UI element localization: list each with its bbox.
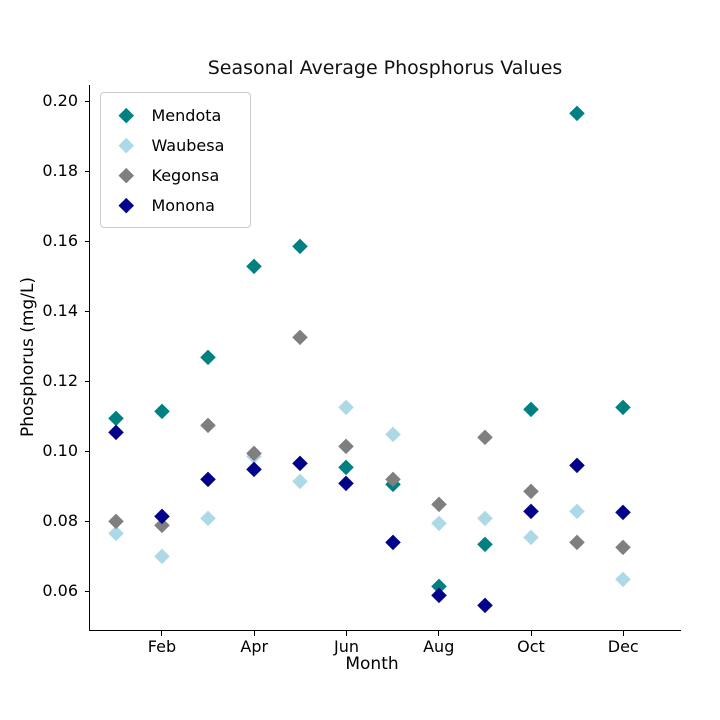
x-tick-mark (345, 631, 347, 636)
data-point-waubesa (431, 515, 447, 531)
y-tick-label: 0.14 (42, 301, 78, 321)
data-point-monona (339, 475, 354, 491)
data-point-monona (431, 587, 447, 603)
data-point-monona (108, 424, 124, 440)
x-tick-label: Apr (240, 637, 269, 656)
chart-title: Seasonal Average Phosphorus Values (207, 57, 563, 79)
data-point-monona (569, 457, 585, 473)
data-point-mendota (292, 238, 308, 254)
y-tick-label: 0.20 (42, 91, 78, 111)
y-tick-mark (85, 310, 90, 312)
data-point-kegonsa (569, 534, 585, 550)
data-point-mendota (108, 410, 124, 426)
y-tick-label: 0.10 (42, 441, 78, 461)
x-axis-title: Month (345, 654, 399, 674)
data-point-mendota (339, 459, 354, 475)
data-point-monona (615, 504, 631, 520)
x-tick-label: Oct (517, 637, 545, 656)
x-tick-mark (622, 631, 624, 636)
data-point-waubesa (339, 399, 354, 415)
waubesa-legend-marker-icon (118, 137, 134, 153)
y-axis-line (89, 85, 90, 631)
data-point-mendota (569, 105, 585, 121)
y-tick-label: 0.12 (42, 371, 78, 391)
legend-item-monona: Monona (111, 190, 224, 220)
data-point-kegonsa (108, 513, 124, 529)
y-tick-label: 0.08 (42, 511, 78, 531)
monona-legend-marker-icon (118, 197, 134, 213)
data-point-mendota (523, 401, 539, 417)
data-point-mendota (615, 399, 631, 415)
x-tick-label: Feb (147, 637, 177, 656)
mendota-legend-marker-icon (118, 107, 134, 123)
legend-item-mendota: Mendota (111, 100, 224, 130)
legend: Mendota Waubesa Kegonsa Monona (100, 92, 252, 228)
x-axis-line (89, 630, 681, 631)
data-point-kegonsa (292, 329, 308, 345)
data-point-waubesa (385, 426, 401, 442)
data-point-mendota (200, 349, 216, 365)
data-point-waubesa (523, 529, 539, 545)
y-tick-mark (85, 100, 90, 102)
data-point-kegonsa (615, 539, 631, 555)
legend-item-kegonsa: Kegonsa (111, 160, 224, 190)
y-tick-mark (85, 590, 90, 592)
data-point-waubesa (615, 571, 631, 587)
x-tick-mark (253, 631, 255, 636)
data-point-waubesa (569, 503, 585, 519)
y-tick-mark (85, 520, 90, 522)
data-point-kegonsa (523, 483, 539, 499)
data-point-mendota (477, 536, 493, 552)
data-point-monona (200, 471, 216, 487)
legend-item-label: Mendota (151, 105, 222, 125)
data-point-kegonsa (477, 429, 493, 445)
y-tick-mark (85, 380, 90, 382)
y-tick-mark (85, 450, 90, 452)
legend-item-label: Kegonsa (151, 165, 220, 185)
x-tick-label: Aug (423, 637, 455, 656)
data-point-kegonsa (431, 496, 447, 512)
legend-item-label: Monona (151, 195, 215, 215)
data-point-monona (385, 534, 401, 550)
data-point-kegonsa (339, 438, 354, 454)
x-tick-label: Jun (333, 637, 359, 656)
legend-item-label: Waubesa (151, 135, 225, 155)
data-point-monona (523, 503, 539, 519)
data-point-kegonsa (200, 417, 216, 433)
legend-item-waubesa: Waubesa (111, 130, 224, 160)
data-point-monona (477, 597, 493, 613)
x-tick-mark (161, 631, 163, 636)
data-point-mendota (246, 258, 262, 274)
y-tick-label: 0.16 (42, 231, 78, 251)
data-point-mendota (154, 403, 170, 419)
data-point-waubesa (292, 473, 308, 489)
data-point-waubesa (154, 548, 170, 564)
data-point-monona (292, 455, 308, 471)
data-point-waubesa (200, 510, 216, 526)
y-tick-label: 0.18 (42, 161, 78, 181)
y-tick-mark (85, 170, 90, 172)
x-tick-mark (530, 631, 532, 636)
x-tick-label: Dec (607, 637, 639, 656)
x-tick-mark (438, 631, 440, 636)
kegonsa-legend-marker-icon (118, 167, 134, 183)
data-point-monona (246, 461, 262, 477)
y-tick-label: 0.06 (42, 581, 78, 601)
y-tick-mark (85, 240, 90, 242)
data-point-waubesa (477, 510, 493, 526)
